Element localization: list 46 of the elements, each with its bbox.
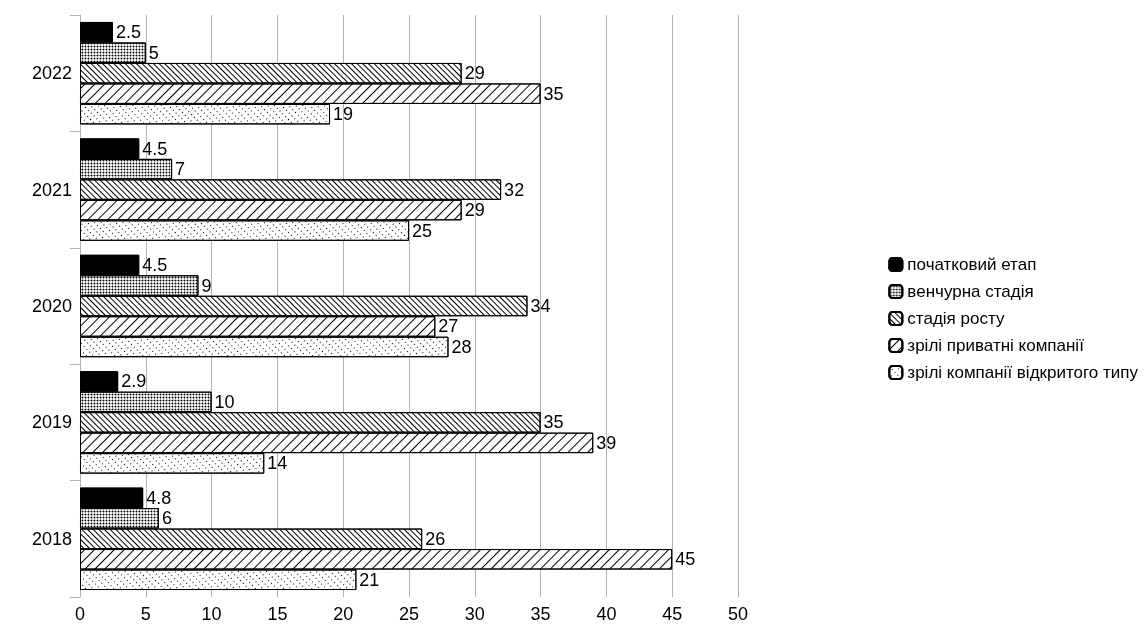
data-label: 21 <box>359 569 380 590</box>
data-label: 14 <box>267 453 288 474</box>
data-label: 2.5 <box>115 22 141 43</box>
x-tick-label: 30 <box>464 604 485 624</box>
data-label: 7 <box>175 159 186 180</box>
data-label: 4.8 <box>146 487 172 508</box>
data-label: 5 <box>148 42 159 63</box>
data-label: 27 <box>438 316 459 337</box>
data-label: 29 <box>464 200 485 221</box>
data-label: 26 <box>425 528 446 549</box>
data-label: 19 <box>333 104 354 125</box>
y-tick-label: 2021 <box>31 179 72 200</box>
data-label: 25 <box>412 220 433 241</box>
x-tick-label: 15 <box>267 604 288 624</box>
x-tick-label: 50 <box>727 604 749 624</box>
x-tick-label: 40 <box>596 604 617 624</box>
data-label: 32 <box>504 179 525 200</box>
data-label: 2.9 <box>121 371 147 392</box>
data-label: 34 <box>530 296 551 316</box>
x-tick-label: 20 <box>333 604 354 624</box>
data-label: 6 <box>161 508 172 529</box>
data-label: 10 <box>214 391 235 412</box>
data-label: 4.5 <box>142 138 168 159</box>
x-tick-label: 0 <box>74 604 86 624</box>
data-label: 35 <box>543 83 564 104</box>
y-tick-label: 2018 <box>31 528 72 549</box>
legend-label: початковий етап <box>907 255 1037 274</box>
data-label: 28 <box>451 336 472 357</box>
x-tick-label: 5 <box>140 604 151 624</box>
x-tick-label: 10 <box>201 604 222 624</box>
legend-label: зрілі приватні компанії <box>907 336 1085 355</box>
y-tick-label: 2020 <box>31 296 72 316</box>
legend-label: зрілі компанії відкритого типу <box>907 363 1139 382</box>
data-label: 45 <box>675 549 696 570</box>
legend-label: стадія росту <box>907 309 1005 328</box>
data-label: 35 <box>543 412 564 433</box>
data-label: 4.5 <box>142 255 168 276</box>
x-tick-label: 45 <box>662 604 683 624</box>
x-tick-label: 35 <box>530 604 551 624</box>
y-tick-label: 2022 <box>31 63 72 84</box>
data-label: 39 <box>596 432 617 453</box>
legend-label: венчурна стадія <box>907 282 1034 301</box>
data-label: 9 <box>201 275 212 296</box>
x-tick-label: 25 <box>398 604 420 624</box>
data-label: 29 <box>464 63 485 84</box>
y-tick-label: 2019 <box>31 412 72 433</box>
